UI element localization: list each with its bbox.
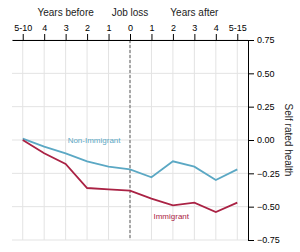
y-tick: −0.25: [248, 169, 280, 179]
x-tick-label: 5-10: [14, 23, 32, 33]
y-tick-mark: [248, 107, 254, 108]
y-tick-label: −0.75: [257, 235, 280, 245]
x-tick: 3: [192, 23, 197, 40]
x-tick-label: 3: [64, 23, 69, 33]
x-tick: 2: [85, 23, 90, 40]
x-tick: 5-10: [14, 23, 32, 40]
y-tick-mark: [248, 207, 254, 208]
x-tick-label: 3: [192, 23, 197, 33]
x-tick-mark: [216, 34, 217, 40]
y-tick-mark: [248, 173, 254, 174]
x-tick-label: 0: [128, 23, 133, 33]
section-title: Job loss: [112, 7, 149, 18]
grid-line-x: [151, 40, 152, 240]
y-tick-label: −0.50: [257, 202, 280, 212]
event-line: [129, 40, 130, 240]
x-tick-label: 2: [171, 23, 176, 33]
y-tick: 0.00: [248, 135, 275, 145]
x-tick: 5-15: [229, 23, 247, 40]
y-axis-title: Self rated health: [283, 104, 294, 177]
x-axis: 5-10 4 3 2 1 0 1 2 3 4 5-15: [13, 23, 249, 41]
x-tick-label: 4: [214, 23, 219, 33]
x-tick: 0: [128, 23, 133, 40]
x-tick: 1: [107, 23, 112, 40]
y-tick-label: 0.75: [257, 35, 275, 45]
x-tick-label: 5-15: [229, 23, 247, 33]
x-tick: 1: [149, 23, 154, 40]
y-tick-mark: [248, 40, 254, 41]
chart: 5-10 4 3 2 1 0 1 2 3 4 5-15 −0.75 −0.50 −0.25 0.00 0.25…: [0, 0, 300, 252]
x-tick-label: 2: [85, 23, 90, 33]
section-title: Years after: [170, 7, 219, 18]
marks: [23, 40, 238, 240]
plot-area: 5-10 4 3 2 1 0 1 2 3 4 5-15 −0.75 −0.50 −0.25 0.00 0.25…: [12, 7, 294, 245]
y-tick: 0.50: [248, 69, 275, 79]
y-tick: 0.75: [248, 35, 275, 45]
x-tick-mark: [130, 34, 131, 40]
y-axis: −0.75 −0.50 −0.25 0.00 0.25 0.50 0.75: [248, 35, 280, 245]
x-tick-mark: [66, 34, 67, 40]
series-label: Non-Immigrant: [68, 136, 122, 145]
x-tick: 2: [171, 23, 176, 40]
section-title: Years before: [37, 7, 94, 18]
y-tick-mark: [248, 73, 254, 74]
x-tick: 4: [214, 23, 219, 40]
x-tick-mark: [109, 34, 110, 40]
series-line: [23, 140, 238, 212]
grid-line-x: [172, 40, 173, 240]
x-tick: 4: [42, 23, 47, 40]
x-tick-mark: [173, 34, 174, 40]
y-tick-label: −0.25: [257, 169, 280, 179]
y-tick-mark: [248, 140, 254, 141]
grid: [12, 40, 248, 240]
x-tick-label: 4: [42, 23, 47, 33]
grid-line-x: [44, 40, 45, 240]
x-tick-mark: [237, 34, 238, 40]
y-tick-label: 0.25: [257, 102, 275, 112]
y-tick: 0.25: [248, 102, 275, 112]
y-tick-label: 0.00: [257, 135, 275, 145]
x-tick-mark: [151, 34, 152, 40]
grid-line-x: [215, 40, 216, 240]
series-label: Immigrant: [153, 212, 189, 221]
grid-line-x: [194, 40, 195, 240]
x-tick-mark: [87, 34, 88, 40]
x-tick-mark: [194, 34, 195, 40]
y-tick-label: 0.50: [257, 69, 275, 79]
y-tick: −0.50: [248, 202, 280, 212]
x-tick-mark: [44, 34, 45, 40]
grid-line-x: [65, 40, 66, 240]
grid-line-x: [130, 40, 131, 240]
x-tick-label: 1: [149, 23, 154, 33]
x-axis-line: [13, 40, 249, 41]
y-tick-mark: [248, 240, 254, 241]
grid-line-x: [237, 40, 238, 240]
x-tick-mark: [23, 34, 24, 40]
x-tick: 3: [64, 23, 69, 40]
y-tick: −0.75: [248, 235, 280, 245]
x-tick-label: 1: [107, 23, 112, 33]
